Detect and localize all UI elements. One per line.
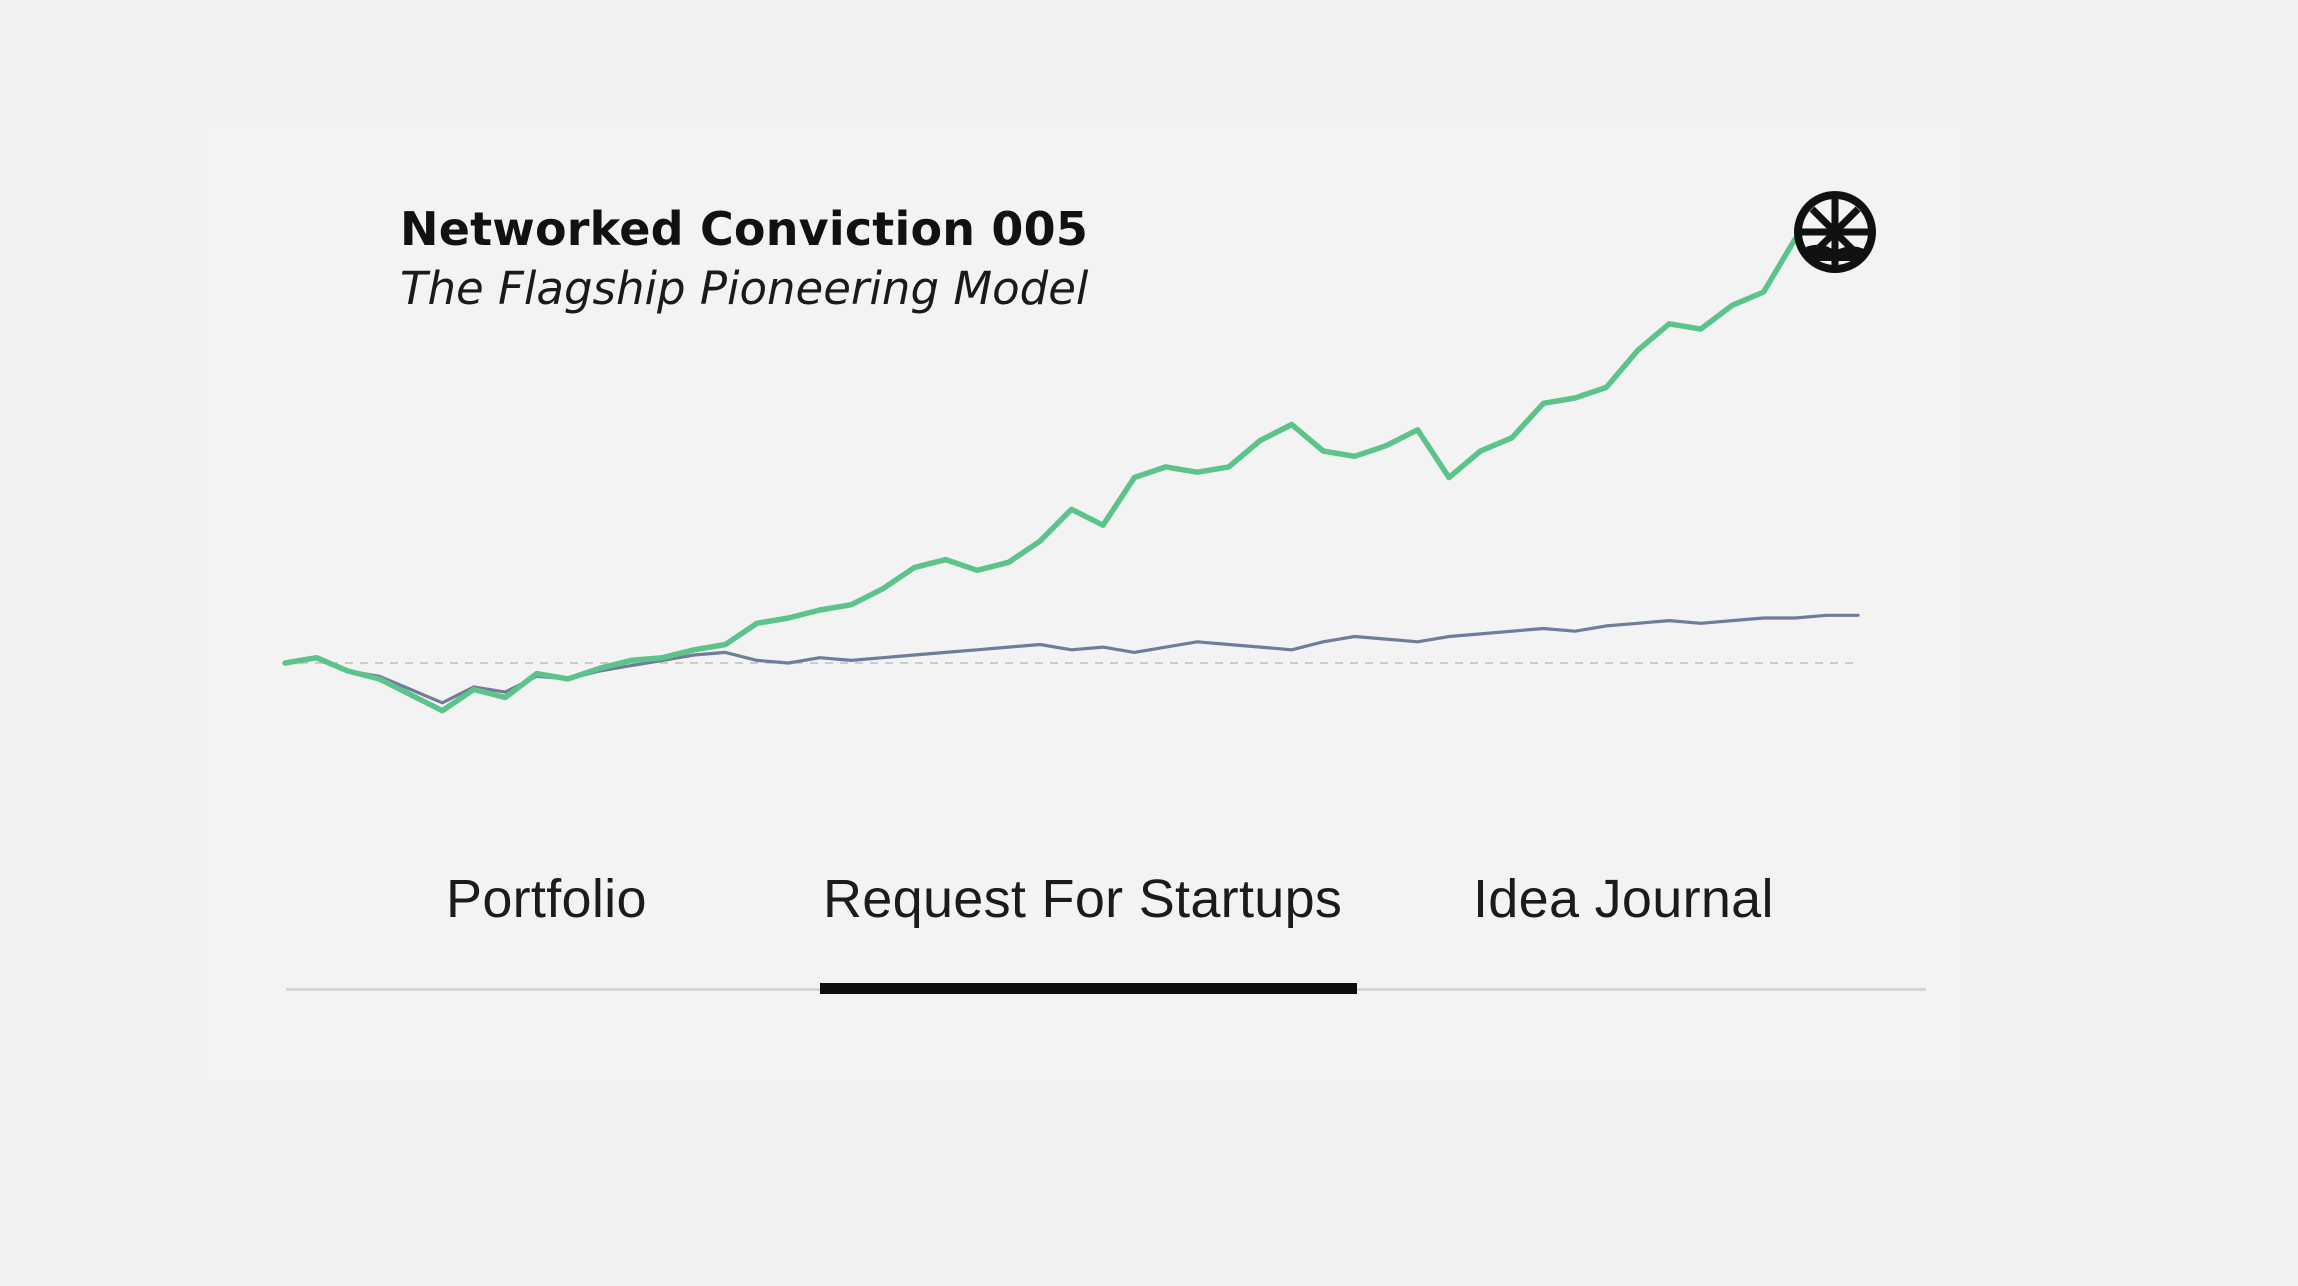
series-line-benchmark [283, 613, 1860, 705]
tab-request-for-startups[interactable]: Request For Startups [823, 869, 1343, 929]
content-card [205, 122, 1960, 1087]
page-subtitle: The Flagship Pioneering Model [400, 262, 1089, 315]
active-tab-indicator [820, 983, 1357, 994]
tab-portfolio[interactable]: Portfolio [446, 869, 647, 929]
series-line-primary [282, 215, 1861, 714]
flagship-logo-icon [1794, 191, 1876, 273]
page-title: Networked Conviction 005 [400, 202, 1089, 256]
tab-idea-journal[interactable]: Idea Journal [1473, 869, 1774, 929]
